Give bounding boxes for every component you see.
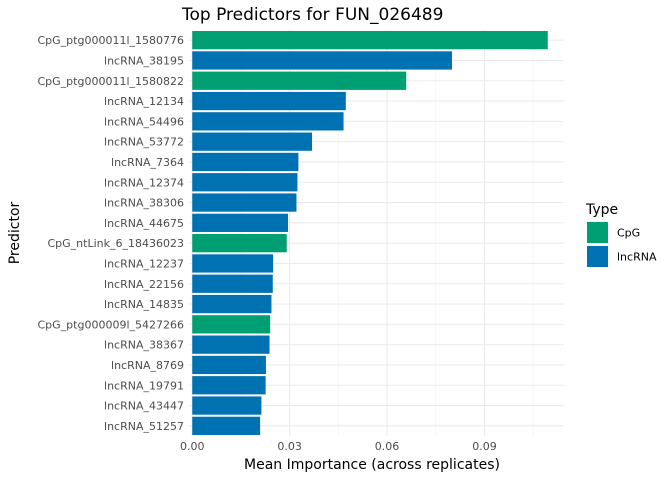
y-tick-label: lncRNA_38195 (104, 54, 184, 67)
y-tick-label: lncRNA_51257 (104, 420, 184, 433)
y-tick-label: lncRNA_38306 (104, 197, 184, 210)
y-tick-label: lncRNA_12134 (104, 95, 184, 108)
bar (192, 335, 270, 354)
bar (192, 132, 313, 151)
bar (192, 416, 261, 435)
bar (192, 152, 299, 172)
bar (192, 376, 266, 395)
y-tick-label: lncRNA_44675 (104, 217, 184, 230)
bar (192, 355, 266, 375)
chart-title: Top Predictors for FUN_026489 (181, 5, 443, 25)
y-tick-label: lncRNA_12374 (104, 176, 184, 189)
y-tick-label: lncRNA_38367 (104, 339, 184, 352)
bar (192, 112, 344, 131)
x-tick-labels: 0.00 0.03 0.06 0.09 (180, 440, 497, 453)
y-tick-label: CpG_ntLink_6_18436023 (48, 237, 185, 250)
x-tick-label: 0.06 (375, 440, 400, 453)
y-tick-label: lncRNA_54496 (104, 115, 184, 128)
bar (192, 213, 289, 232)
legend-swatch-lncrna (587, 246, 608, 267)
bar (192, 274, 273, 293)
y-axis-title: Predictor (7, 201, 23, 264)
y-tick-label: CpG_ptg000011l_1580776 (37, 34, 184, 47)
y-tick-label: lncRNA_14835 (104, 298, 184, 311)
legend-title: Type (585, 202, 618, 218)
grid (189, 30, 564, 436)
bar (192, 396, 262, 415)
bar (192, 234, 287, 253)
legend: Type CpG lncRNA (585, 202, 657, 267)
x-tick-label: 0.09 (472, 440, 497, 453)
x-tick-label: 0.03 (277, 440, 302, 453)
y-tick-label: lncRNA_7364 (111, 156, 184, 169)
y-tick-label: lncRNA_53772 (104, 136, 184, 149)
y-tick-label: lncRNA_12237 (104, 257, 184, 270)
y-tick-label: lncRNA_43447 (104, 400, 184, 413)
bar (192, 91, 346, 111)
y-tick-labels: CpG_ptg000011l_1580776 lncRNA_38195 CpG_pt… (37, 34, 184, 433)
legend-label-cpg: CpG (617, 227, 640, 240)
y-tick-label: lncRNA_22156 (104, 278, 184, 291)
x-tick-label: 0.00 (180, 440, 205, 453)
y-tick-label: lncRNA_19791 (104, 379, 184, 392)
bar (192, 294, 272, 314)
y-tick-label: CpG_ptg000011l_1580822 (37, 75, 184, 88)
bar (192, 193, 297, 212)
y-tick-label: CpG_ptg000009l_5427266 (37, 318, 184, 331)
bar (192, 315, 271, 334)
x-axis-title: Mean Importance (across replicates) (244, 457, 500, 473)
bars (192, 31, 548, 435)
bar (192, 31, 548, 50)
bar (192, 254, 274, 273)
bar (192, 71, 407, 90)
bar (192, 173, 298, 192)
legend-label-lncrna: lncRNA (617, 251, 657, 264)
bar (192, 51, 452, 70)
y-tick-label: lncRNA_8769 (111, 359, 184, 372)
legend-swatch-cpg (587, 222, 608, 243)
